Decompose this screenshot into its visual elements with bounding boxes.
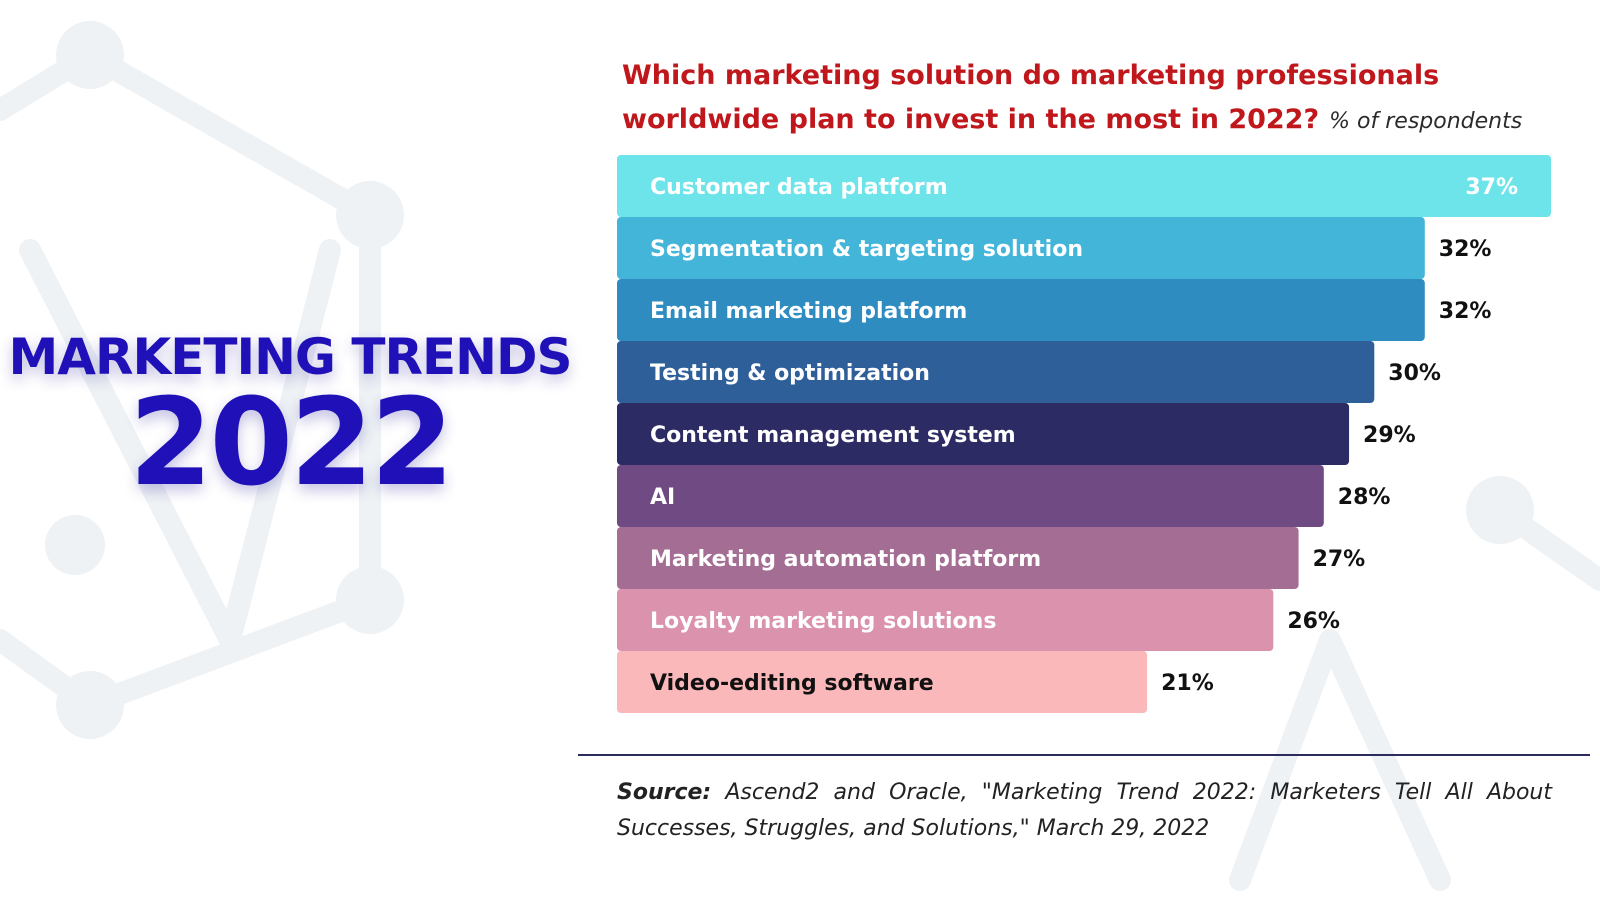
bar (617, 279, 1425, 341)
bar-value-label: 32% (1439, 237, 1492, 262)
bar (617, 589, 1274, 651)
bar-row: Video-editing software 21% (617, 651, 1214, 713)
bar-category-label: Content management system (650, 423, 1016, 448)
headline-year: 2022 (129, 374, 454, 513)
headline-marketing-trends: MARKETING TRENDS (8, 328, 573, 386)
chart-title-block: Which marketing solution do marketing pr… (622, 54, 1582, 144)
bar-row: Marketing automation platform 27% (617, 527, 1365, 589)
bar-row: Email marketing platform 32% (617, 279, 1491, 341)
source-label: Source: (617, 780, 712, 805)
bar-category-label: Email marketing platform (650, 299, 967, 324)
bar-value-label: 27% (1313, 547, 1366, 572)
bar (617, 217, 1425, 279)
bar-category-label: Segmentation & targeting solution (650, 237, 1083, 262)
bar-row: Content management system 29% (617, 403, 1416, 465)
bar-category-label: AI (650, 485, 675, 510)
bar-category-label: Loyalty marketing solutions (650, 609, 996, 634)
bar (617, 527, 1299, 589)
chart-unit-label: % of respondents (1329, 109, 1523, 134)
source-text: Ascend2 and Oracle, "Marketing Trend 202… (617, 780, 1552, 841)
chart-title: Which marketing solution do marketing pr… (622, 60, 1440, 135)
source-note: Source: Ascend2 and Oracle, "Marketing T… (617, 775, 1552, 847)
bar (617, 651, 1148, 713)
bar-value-label: 29% (1363, 423, 1416, 448)
bar-value-label: 28% (1338, 485, 1391, 510)
bar (617, 403, 1350, 465)
bar-category-label: Marketing automation platform (650, 547, 1041, 572)
bar-row: Testing & optimization 30% (617, 341, 1441, 403)
bar-row: AI 28% (617, 465, 1390, 527)
bar (617, 341, 1375, 403)
bar-row: Segmentation & targeting solution 32% (617, 217, 1491, 279)
bar-row: Loyalty marketing solutions 26% (617, 589, 1340, 651)
bar-value-label: 30% (1388, 361, 1441, 386)
bar (617, 155, 1551, 217)
bar-value-label: 21% (1161, 671, 1214, 696)
divider-line (578, 754, 1590, 756)
bar-value-label: 37% (1465, 175, 1518, 200)
bar (617, 465, 1324, 527)
bar-category-label: Customer data platform (650, 175, 948, 200)
bar-category-label: Video-editing software (650, 671, 934, 696)
bar-category-label: Testing & optimization (650, 361, 930, 386)
bar-value-label: 32% (1439, 299, 1492, 324)
bar-row: Customer data platform 37% (617, 155, 1551, 217)
bar-value-label: 26% (1287, 609, 1340, 634)
